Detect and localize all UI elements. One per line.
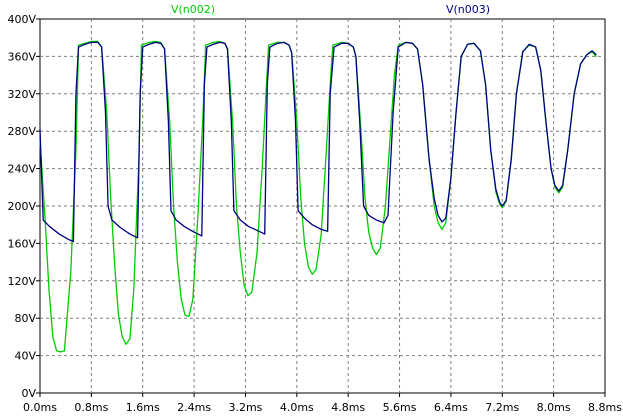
x-tick-label: 5.6ms bbox=[383, 401, 417, 414]
series-layer bbox=[39, 40, 597, 353]
x-tick-label: 2.4ms bbox=[177, 401, 211, 414]
y-tick-label: 40V bbox=[14, 350, 36, 363]
y-tick-label: 320V bbox=[7, 88, 36, 101]
x-tick-label: 1.6ms bbox=[126, 401, 160, 414]
legend: V(n002) V(n003) bbox=[171, 3, 490, 16]
y-axis-tick-labels: 0V 40V 80V 120V 160V 200V 240V 280V 320V 360V 400V bbox=[7, 13, 40, 400]
x-axis-tick-labels: 0.0ms 0.8ms 1.6ms 2.4ms 3.2ms 4.0ms 4.8ms 5.6ms… bbox=[23, 393, 622, 414]
legend-label: V(n002) bbox=[171, 3, 215, 16]
x-tick-label: 0.8ms bbox=[74, 401, 108, 414]
x-tick-label: 3.2ms bbox=[228, 401, 262, 414]
x-tick-label: 8.0ms bbox=[537, 401, 571, 414]
x-tick-label: 0.0ms bbox=[23, 401, 57, 414]
x-tick-label: 8.8ms bbox=[588, 401, 622, 414]
series-line-v-n002 bbox=[39, 40, 597, 353]
x-tick-label: 7.2ms bbox=[485, 401, 519, 414]
y-tick-label: 0V bbox=[21, 387, 36, 400]
y-tick-label: 160V bbox=[7, 237, 36, 250]
legend-label: V(n003) bbox=[446, 3, 490, 16]
y-tick-label: 280V bbox=[7, 125, 36, 138]
x-tick-label: 4.0ms bbox=[280, 401, 314, 414]
series-line-v-n003 bbox=[39, 41, 597, 243]
y-tick-label: 240V bbox=[7, 163, 36, 176]
x-tick-label: 4.8ms bbox=[331, 401, 365, 414]
y-tick-label: 360V bbox=[7, 50, 36, 63]
y-tick-label: 400V bbox=[7, 13, 36, 26]
x-tick-label: 6.4ms bbox=[434, 401, 468, 414]
y-tick-label: 120V bbox=[7, 275, 36, 288]
y-tick-label: 200V bbox=[7, 200, 36, 213]
y-tick-label: 80V bbox=[14, 312, 36, 325]
